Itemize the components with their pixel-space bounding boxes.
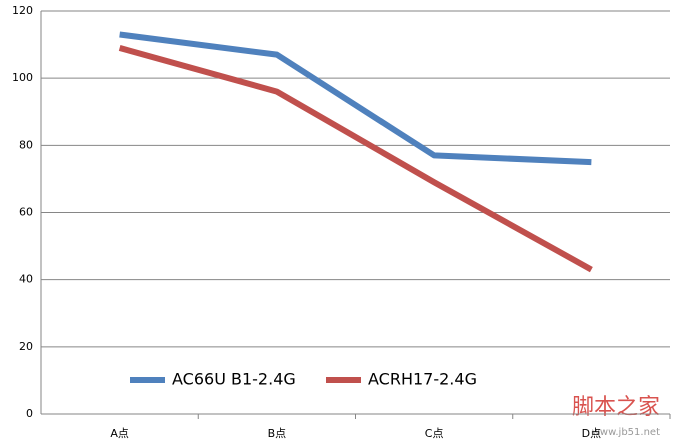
y-tick-label: 120 [12,4,33,17]
series-line [119,31,592,166]
y-tick-label: 100 [12,71,33,84]
y-tick-label: 80 [19,138,33,151]
series-line [118,45,593,273]
y-tick-label: 0 [26,407,33,420]
x-tick-label: C点 [425,427,444,440]
watermark-url: www.jb51.net [592,427,660,438]
y-tick-label: 40 [19,273,33,286]
watermark: 脚本之家 [572,395,660,420]
x-tick-label: A点 [110,427,129,440]
x-tick-label: D点 [582,427,601,440]
legend-label: ACRH17-2.4G [368,370,477,389]
x-tick-label: B点 [268,427,287,440]
y-tick-label: 20 [19,340,33,353]
legend-label: AC66U B1-2.4G [172,370,296,389]
y-tick-label: 60 [19,206,33,219]
